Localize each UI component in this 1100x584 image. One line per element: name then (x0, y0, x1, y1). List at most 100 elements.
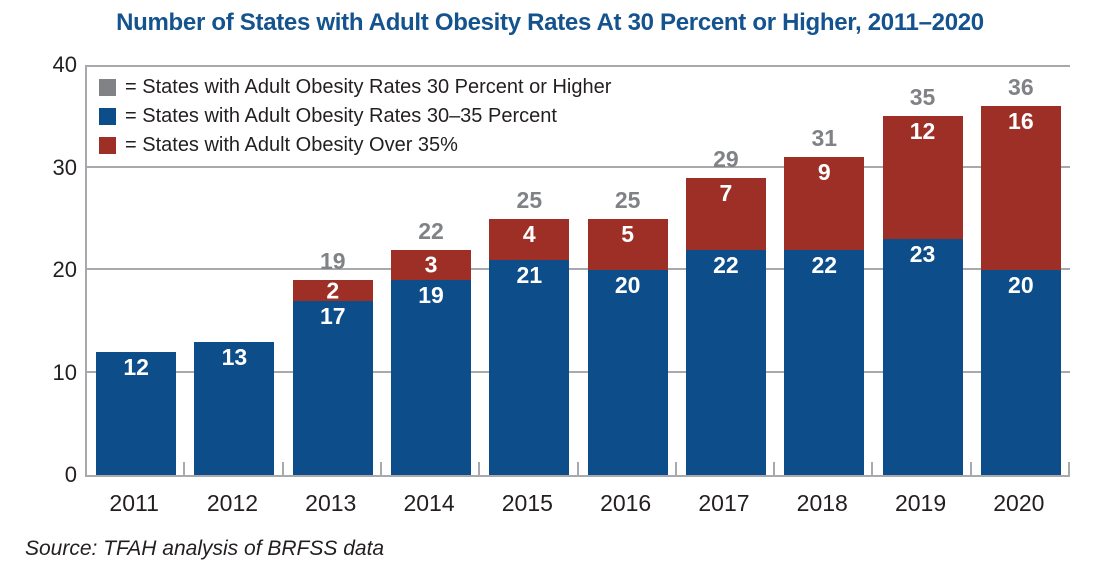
y-axis-label-10: 10 (52, 359, 77, 385)
bar-total-label-2019: 35 (909, 84, 936, 111)
bar-category-2020: 16 20 36 (972, 65, 1070, 475)
bar-segment-red-2019: 12 (882, 116, 963, 240)
y-axis-label-0: 0 (64, 462, 77, 487)
bar-segment-blue-label-2019: 23 (909, 241, 936, 268)
legend-item-total-30-or-higher: = States with Adult Obesity Rates 30 Per… (99, 73, 611, 102)
bar-segment-blue-label-2016: 20 (614, 272, 641, 298)
bar-total-label-2020: 36 (1008, 74, 1034, 100)
bar-stack-2012: 13 (194, 341, 275, 475)
bar-segment-red-2014: 3 (391, 249, 472, 281)
bar-category-2016: 5 20 25 (579, 65, 677, 475)
bar-segment-red-label-2014: 3 (424, 251, 438, 278)
bar-segment-blue-label-2014: 19 (418, 282, 444, 309)
bar-segment-blue-2020: 20 (980, 270, 1061, 475)
x-axis-label-2019: 2019 (894, 490, 947, 516)
x-axis-tick (969, 462, 972, 475)
x-axis-tick (1068, 462, 1070, 475)
bar-segment-blue-label-2011: 12 (123, 354, 149, 380)
x-axis-tick (576, 462, 579, 475)
bar-total-label-2018: 31 (811, 125, 838, 152)
bar-stack-2015: 4 21 (489, 218, 570, 475)
bar-segment-blue-2014: 19 (391, 280, 472, 475)
legend-swatch-over-35 (99, 137, 116, 154)
bar-category-2013: 2 17 19 (284, 65, 382, 475)
gridline-30 (87, 165, 1070, 168)
bar-total-label-2017: 29 (713, 145, 739, 172)
legend-swatch-rates-30-35 (99, 108, 116, 125)
bar-category-2019: 12 23 35 (873, 65, 971, 475)
x-axis-label-2017: 2017 (698, 490, 750, 516)
x-axis-tick (674, 462, 677, 475)
bar-segment-blue-2019: 23 (882, 239, 963, 475)
bar-segment-red-label-2015: 4 (522, 220, 536, 247)
chart-title: Number of States with Adult Obesity Rate… (116, 9, 984, 36)
bar-category-2017: 7 22 29 (677, 65, 775, 475)
legend-item-rates-30-35: = States with Adult Obesity Rates 30–35 … (99, 102, 611, 131)
bar-segment-red-label-2020: 16 (1008, 108, 1034, 134)
bar-segment-red-label-2019: 12 (909, 118, 936, 145)
x-axis-label-2015: 2015 (501, 490, 553, 516)
bar-segment-blue-2013: 17 (292, 300, 373, 475)
bar-segment-blue-2017: 22 (685, 249, 766, 475)
gridline-40 (87, 65, 1070, 67)
x-axis-label-2016: 2016 (600, 490, 652, 516)
bar-segment-blue-2012: 13 (194, 341, 275, 475)
x-axis-label-2018: 2018 (796, 490, 848, 516)
bar-segment-red-2015: 4 (489, 218, 570, 260)
bar-segment-red-label-2013: 2 (326, 277, 340, 303)
x-axis-tick (281, 462, 284, 475)
bar-stack-2013: 2 17 (292, 277, 373, 475)
bar-segment-red-label-2016: 5 (621, 220, 635, 247)
y-axis-label-30: 30 (52, 154, 77, 180)
bar-segment-red-2020: 16 (980, 106, 1061, 270)
x-axis-tick (379, 462, 382, 475)
bar-segment-blue-2018: 22 (784, 249, 865, 475)
bar-segment-blue-label-2017: 22 (713, 251, 739, 278)
bar-stack-2016: 5 20 (587, 218, 668, 475)
bar-segment-blue-label-2015: 21 (516, 261, 543, 288)
bar-stack-2019: 12 23 (882, 116, 963, 475)
bar-segment-blue-label-2012: 13 (221, 343, 248, 370)
gridline-20 (87, 268, 1070, 270)
bar-stack-2018: 9 22 (784, 157, 865, 475)
bar-segment-red-2017: 7 (685, 177, 766, 250)
bar-stack-2014: 3 19 (391, 249, 472, 475)
x-axis-tick (871, 462, 874, 475)
bar-segment-blue-label-2020: 20 (1008, 272, 1034, 298)
bar-category-2012: 13 (185, 65, 283, 475)
bar-segment-red-2013: 2 (292, 277, 373, 303)
bar-category-2018: 9 22 31 (775, 65, 873, 475)
legend: = States with Adult Obesity Rates 30 Per… (99, 73, 611, 160)
bar-segment-blue-label-2013: 17 (319, 302, 346, 329)
legend-item-over-35: = States with Adult Obesity Over 35% (99, 131, 611, 160)
x-axis-tick (773, 462, 776, 475)
y-axis-label-20: 20 (52, 257, 77, 282)
x-axis-label-2014: 2014 (403, 490, 455, 516)
x-axis-label-2013: 2013 (305, 490, 357, 516)
bar-total-label-2015: 25 (516, 186, 543, 213)
bar-stack-2011: 12 (96, 352, 177, 475)
legend-label-total-30-or-higher: = States with Adult Obesity Rates 30 Per… (125, 76, 612, 98)
bar-segment-blue-label-2018: 22 (811, 251, 838, 278)
bar-segment-blue-2016: 20 (587, 270, 668, 475)
x-axis-tick (478, 462, 481, 475)
x-axis-tick (183, 462, 186, 475)
bar-segment-blue-2011: 12 (96, 352, 177, 475)
gridline-10 (87, 370, 1070, 373)
source-note: Source: TFAH analysis of BRFSS data (25, 537, 385, 560)
plot-area: = States with Adult Obesity Rates 30 Per… (85, 65, 1070, 477)
x-axis-label-2020: 2020 (993, 490, 1045, 516)
y-axis-label-40: 40 (52, 52, 77, 77)
bar-stack-2020: 16 20 (980, 106, 1061, 475)
bar-category-2011: 12 (87, 65, 185, 475)
x-axis-label-2012: 2012 (206, 490, 259, 516)
bar-category-2014: 3 19 22 (382, 65, 480, 475)
legend-label-over-35: = States with Adult Obesity Over 35% (125, 134, 458, 156)
bar-segment-red-label-2018: 9 (817, 159, 831, 186)
bar-stack-2017: 7 22 (685, 177, 766, 475)
bar-segment-blue-2015: 21 (489, 259, 570, 475)
bar-total-label-2014: 22 (418, 217, 444, 244)
bar-segment-red-2018: 9 (784, 157, 865, 250)
bar-category-2015: 4 21 25 (480, 65, 578, 475)
